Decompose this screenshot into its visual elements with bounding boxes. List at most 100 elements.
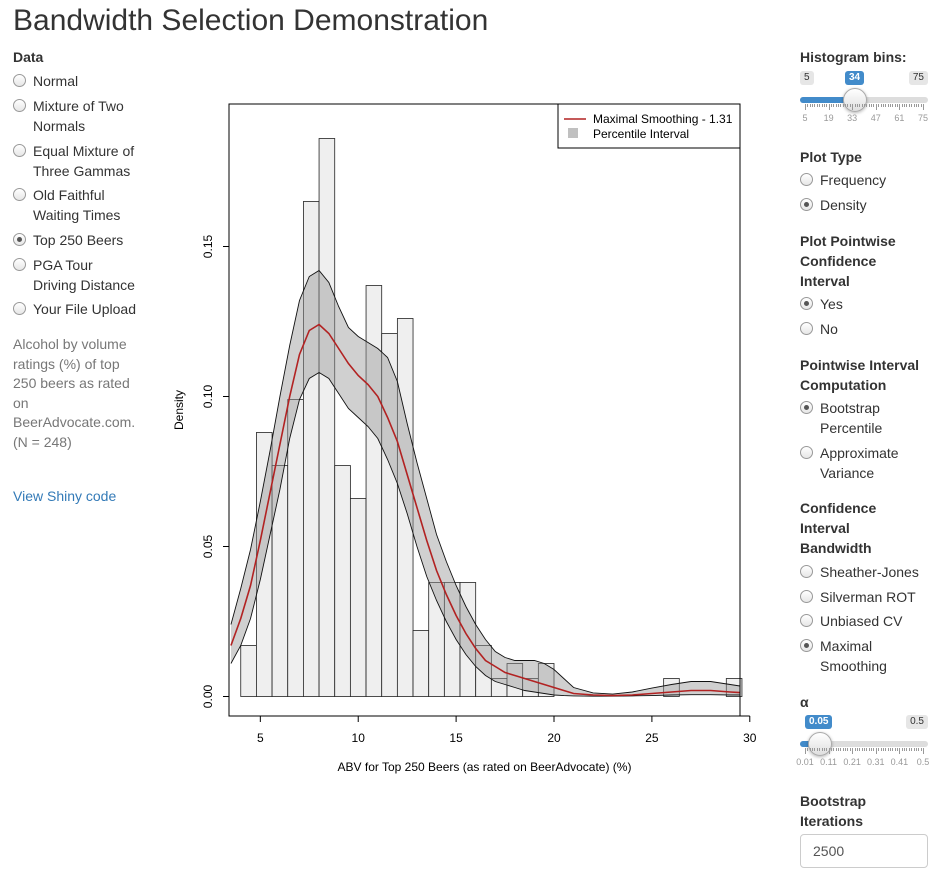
slider-tick: [901, 748, 903, 751]
bootstrap-iterations-input[interactable]: [800, 834, 928, 868]
bins-handle[interactable]: [843, 88, 867, 112]
radio-circle-icon[interactable]: [800, 565, 813, 578]
density-line: [230, 323, 741, 697]
radio-circle-icon[interactable]: [800, 614, 813, 627]
alpha-track[interactable]: [800, 741, 928, 747]
slider-tick: [823, 748, 825, 751]
radio-circle-icon[interactable]: [800, 639, 813, 652]
plot-type-option-label: Frequency: [820, 172, 887, 188]
slider-tick: [873, 104, 875, 107]
x-tick-label: 25: [645, 731, 659, 745]
slider-tick: [809, 104, 811, 107]
y-axis-label: Density: [172, 390, 186, 430]
x-tick-label: 15: [449, 731, 463, 745]
radio-circle-icon[interactable]: [800, 173, 813, 186]
slider-tick: [835, 104, 837, 107]
slider-tick: [816, 104, 818, 107]
slider-tick: [901, 104, 903, 107]
interval-computation-label: Pointwise Interval Computation: [800, 357, 920, 393]
radio-circle-icon[interactable]: [13, 188, 26, 201]
x-axis-label: ABV for Top 250 Beers (as rated on BeerA…: [338, 760, 632, 774]
slider-tick: [923, 748, 924, 754]
y-tick-label: 0.15: [201, 234, 215, 258]
radio-circle-icon[interactable]: [13, 233, 26, 246]
slider-tick: [861, 104, 863, 107]
slider-tick: [894, 104, 896, 107]
alpha-slider[interactable]: 0.05 0.5 0.01 0.11 0.21 0.31 0.41 0.5: [796, 715, 929, 773]
slider-tick: [812, 748, 814, 751]
alpha-label: α: [800, 694, 809, 710]
slider-tick: [868, 104, 870, 107]
slider-tick: [823, 104, 825, 107]
slider-tick: [849, 748, 851, 751]
histogram-bins-label: Histogram bins:: [800, 49, 907, 65]
histogram-bar: [349, 498, 367, 697]
data-option-label: Normal: [33, 73, 79, 89]
slider-tick: [814, 104, 816, 107]
slider-tick: [889, 748, 891, 751]
slider-tick: [889, 104, 891, 107]
histogram-bar: [240, 645, 257, 697]
slider-tick: [856, 748, 858, 751]
radio-circle-icon[interactable]: [800, 322, 813, 335]
slider-tick-label: 47: [870, 113, 881, 123]
slider-tick: [904, 748, 906, 751]
slider-tick: [864, 748, 865, 751]
x-tick-label: 30: [743, 731, 757, 745]
slider-tick: [880, 748, 882, 751]
slider-tick: [897, 104, 899, 107]
radio-circle-icon[interactable]: [800, 590, 813, 603]
slider-tick: [835, 748, 837, 751]
slider-tick: [859, 104, 861, 107]
radio-circle-icon[interactable]: [13, 144, 26, 157]
slider-tick: [875, 104, 877, 110]
histogram-bar: [412, 630, 430, 697]
slider-tick: [868, 748, 870, 751]
slider-tick: [915, 748, 917, 751]
slider-tick: [842, 748, 844, 751]
radio-circle-icon[interactable]: [13, 258, 26, 271]
slider-tick: [807, 748, 809, 751]
radio-circle-icon[interactable]: [13, 99, 26, 112]
legend-box: [557, 103, 741, 149]
radio-circle-icon[interactable]: [13, 302, 26, 315]
radio-circle-icon[interactable]: [800, 401, 813, 414]
histogram-bins-slider[interactable]: 5 34 75 5 19 33 47 61 75: [800, 71, 928, 129]
radio-circle-icon[interactable]: [800, 198, 813, 211]
data-option-label: Your File Upload: [33, 301, 136, 317]
slider-tick-label: 61: [894, 113, 905, 123]
slider-tick: [819, 748, 821, 751]
bootstrap-iterations-label: Bootstrap Iterations: [800, 793, 867, 829]
slider-tick-label: 0.21: [843, 757, 861, 767]
slider-tick: [830, 104, 832, 107]
alpha-handle[interactable]: [808, 732, 832, 756]
plot-type-option-label: Density: [820, 197, 867, 213]
slider-tick: [852, 104, 854, 110]
slider-tick: [875, 748, 877, 754]
upper-bound-line: [230, 269, 741, 695]
slider-tick: [852, 748, 854, 754]
slider-tick: [845, 748, 847, 751]
slider-tick: [908, 748, 910, 751]
data-option-label: Mixture of Two Normals: [33, 98, 124, 134]
slider-tick: [866, 748, 868, 751]
confidence-band: [230, 270, 740, 697]
slider-tick: [871, 748, 873, 751]
slider-tick: [812, 104, 814, 107]
bins-max: 75: [908, 71, 928, 85]
radio-circle-icon[interactable]: [800, 297, 813, 310]
slider-tick: [805, 104, 806, 110]
pointwise-ci-option-label: Yes: [820, 296, 843, 312]
ci-bandwidth-option-label: Sheather-Jones: [820, 564, 919, 580]
data-option-label: Top 250 Beers: [33, 232, 124, 248]
slider-tick: [859, 748, 861, 751]
slider-tick: [838, 104, 840, 107]
interval-computation-option-label: Approximate Variance: [820, 445, 899, 481]
view-code-link[interactable]: View Shiny code: [13, 488, 117, 504]
data-option-label: Old Faithful Waiting Times: [33, 187, 121, 223]
radio-circle-icon[interactable]: [800, 446, 813, 459]
radio-circle-icon[interactable]: [13, 74, 26, 87]
slider-tick: [923, 104, 924, 110]
slider-tick: [826, 748, 828, 751]
